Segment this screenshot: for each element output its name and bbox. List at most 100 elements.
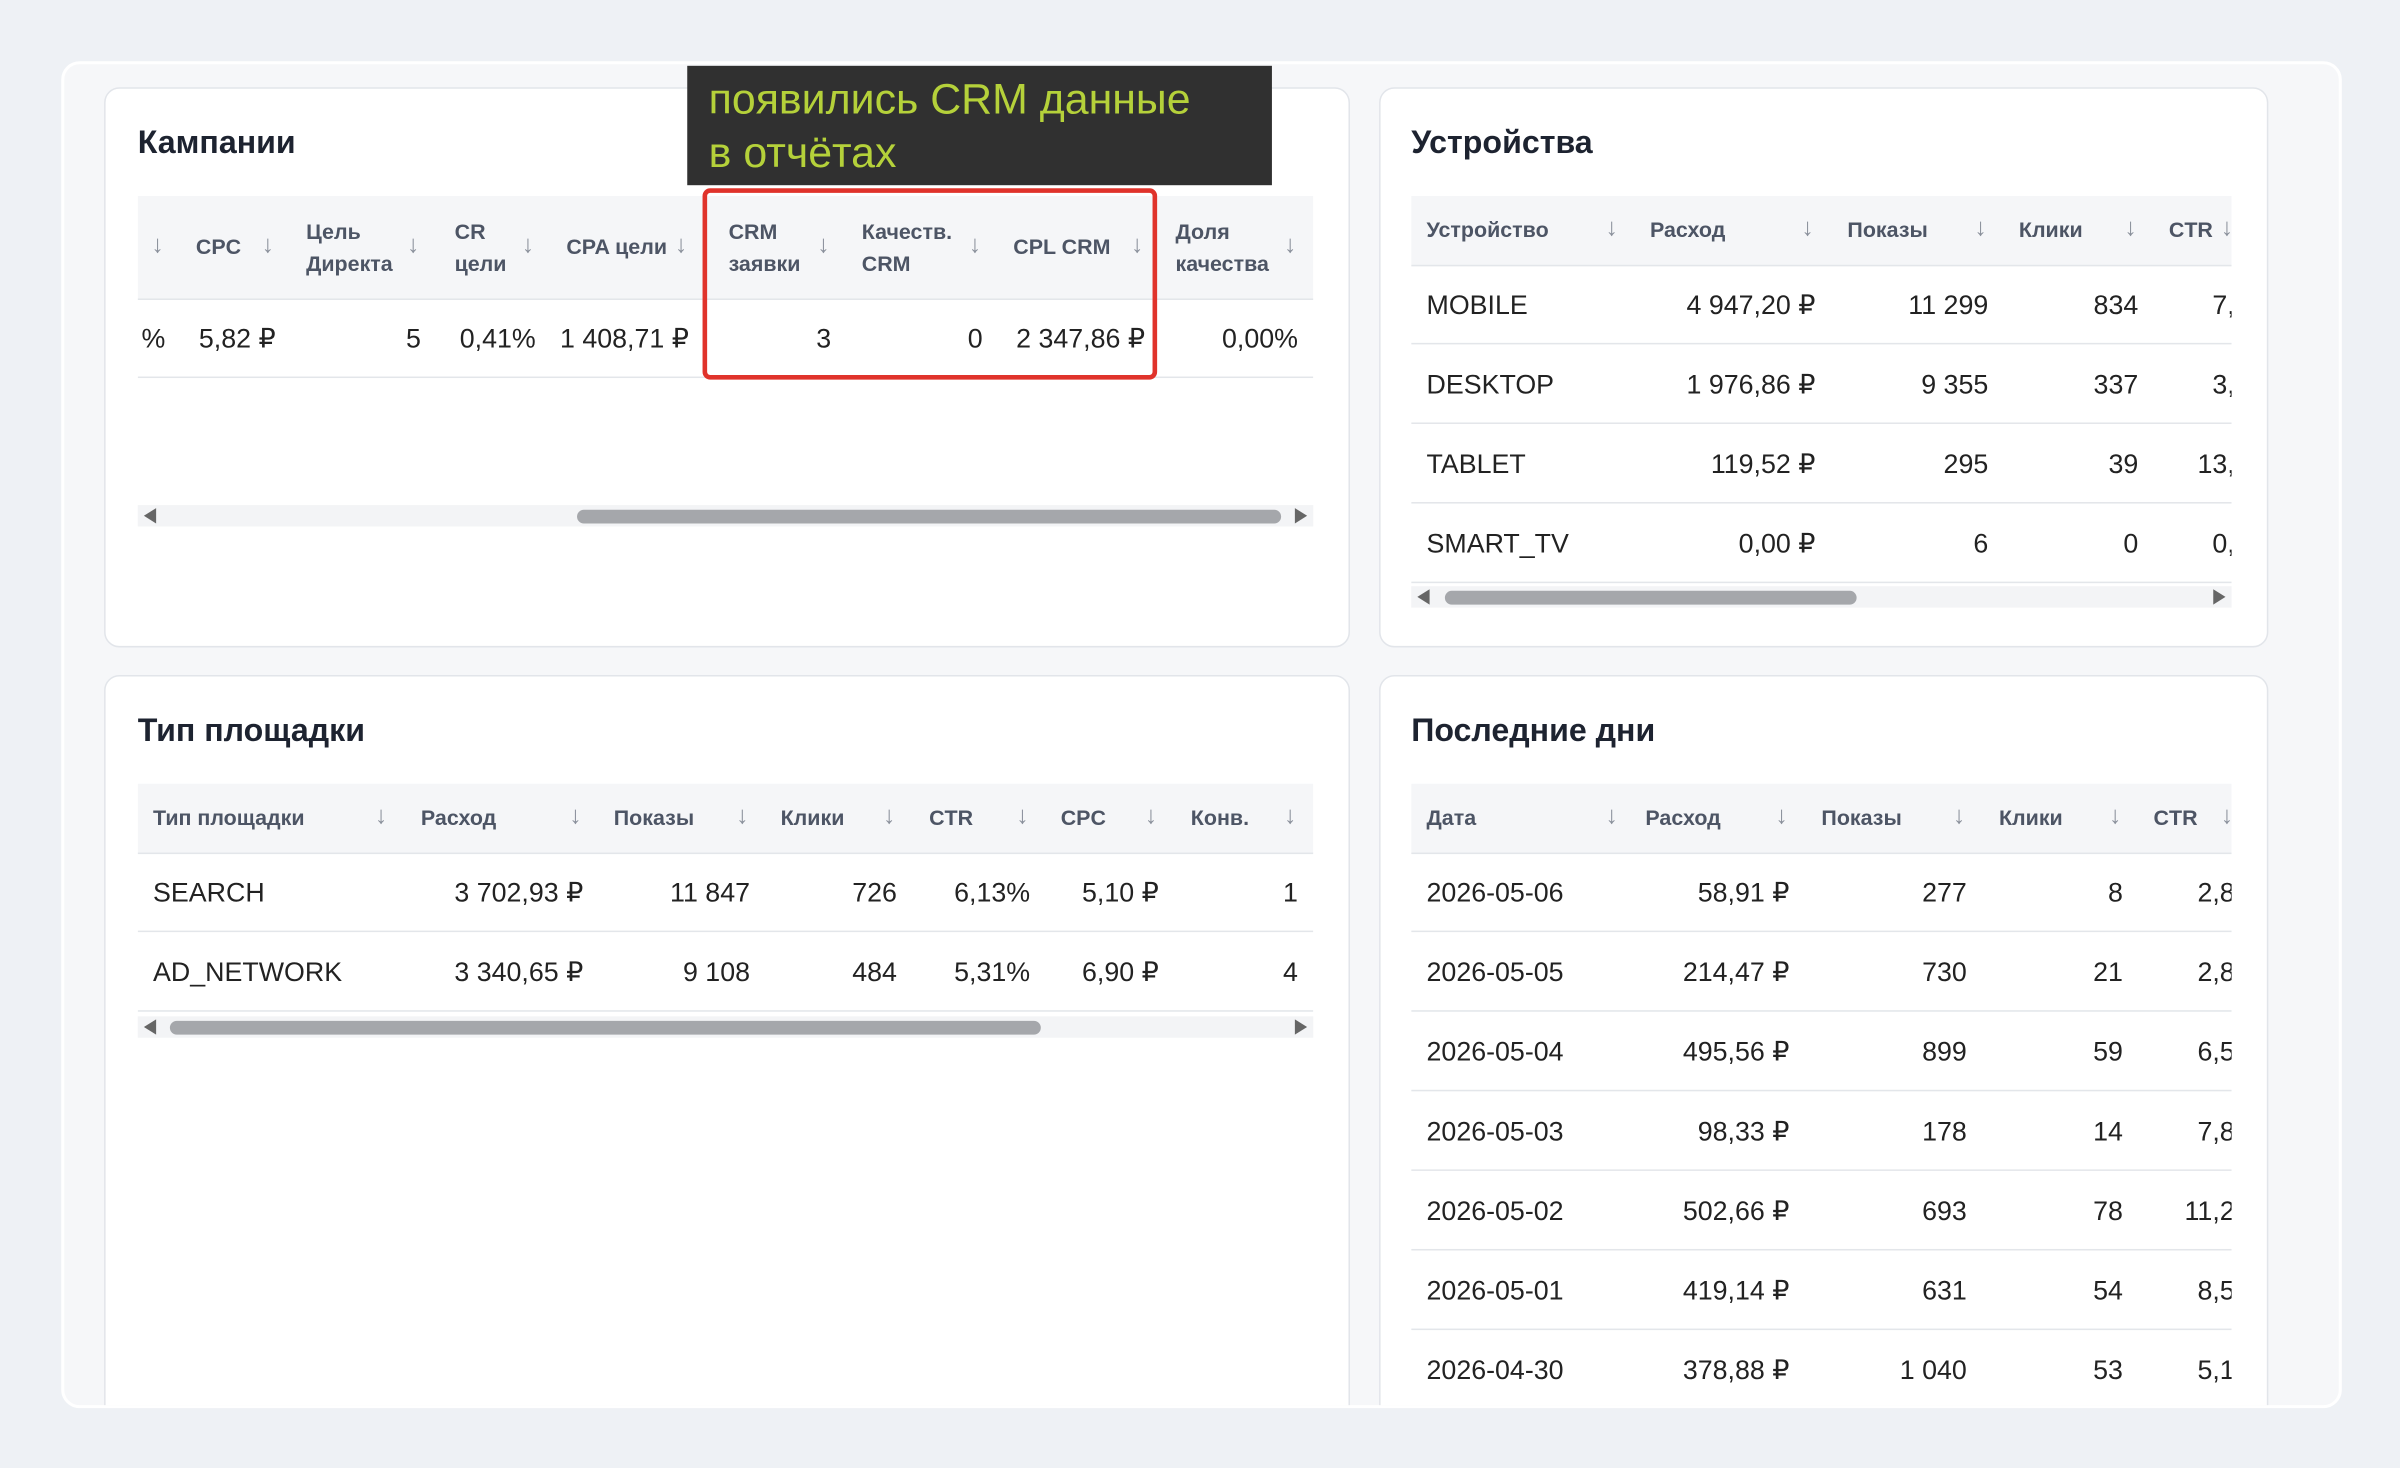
sort-arrow[interactable] [883, 803, 895, 831]
scroll-thumb[interactable] [1444, 590, 1857, 605]
column-header: CPC [195, 234, 242, 259]
table-cell: 54 [2093, 1274, 2123, 1305]
sort-arrow[interactable] [1775, 803, 1787, 831]
scroll-left[interactable] [1417, 589, 1430, 605]
column-header: Доля качества [1175, 218, 1269, 275]
sort-arrow[interactable] [522, 232, 534, 260]
table-header: Дата Расход Показы Клики CTR [1411, 783, 2232, 855]
table-cell: 39 [2108, 447, 2139, 479]
column-header: Конв. [1190, 805, 1250, 830]
table-cell: 9 355 [1921, 368, 1989, 399]
table-cell: 2026-05-02 [1426, 1194, 1564, 1226]
table-cell: 119,52 ₽ [1710, 447, 1816, 479]
table-cell: 1 [1283, 876, 1298, 907]
table-cell: 2026-04-30 [1426, 1353, 1564, 1385]
sort-arrow[interactable] [152, 232, 164, 260]
annotation: появились CRM данные в отчётах [687, 65, 1272, 186]
column-header: Клики [2018, 217, 2083, 242]
table-cell: 7, [2212, 288, 2231, 320]
table-cell: 98,33 ₽ [1697, 1115, 1790, 1146]
scroll-right[interactable] [1294, 508, 1308, 524]
table-cell: DESKTOP [1426, 368, 1555, 399]
table-cell: 3 702,93 ₽ [454, 876, 584, 907]
sort-arrow[interactable] [1606, 215, 1618, 243]
sort-arrow[interactable] [1606, 803, 1618, 831]
table-cell: 2 347,86 ₽ [1016, 322, 1145, 353]
table-cell: 53 [2093, 1353, 2123, 1385]
scroll-right[interactable] [1294, 1019, 1308, 1035]
sort-arrow[interactable] [1016, 803, 1028, 831]
scrollbar[interactable] [1411, 586, 2232, 608]
table-cell: % [141, 322, 166, 353]
table-cell: 78 [2093, 1194, 2123, 1226]
table-cell: 5 [406, 322, 421, 353]
table-cell: 7,8 [2197, 1115, 2232, 1146]
table-header: Тип площадки Расход Показы Клики CTR CPC Конв. [137, 783, 1314, 855]
sort-arrow[interactable] [2109, 803, 2121, 831]
panel [1379, 87, 2269, 648]
table-cell: 834 [2093, 288, 2139, 320]
table-cell: 2,8 [2197, 955, 2232, 987]
sort-arrow[interactable] [1145, 803, 1157, 831]
table-cell: 899 [1922, 1035, 1967, 1067]
scroll-thumb[interactable] [169, 1020, 1041, 1035]
sort-arrow[interactable] [675, 232, 687, 260]
column-header: Качеств. CRM [861, 218, 953, 275]
sort-arrow[interactable] [2221, 803, 2232, 831]
table-cell: 0, [2212, 527, 2231, 558]
table-row: MOBILE 4 947,20 ₽ 11 299 834 7, [1411, 265, 2232, 345]
sort-arrow[interactable] [1284, 803, 1296, 831]
panel-title: Устройства [1411, 125, 1593, 161]
sort-arrow[interactable] [2124, 215, 2136, 243]
table-cell: TABLET [1426, 447, 1526, 479]
panel-title: Тип площадки [137, 713, 365, 749]
sort-arrow[interactable] [407, 232, 419, 260]
table-cell: 277 [1922, 876, 1967, 907]
column-header: Тип площадки [153, 805, 305, 830]
table-cell: 2,8 [2197, 876, 2232, 907]
sort-arrow[interactable] [375, 803, 387, 831]
table-cell: 178 [1922, 1115, 1967, 1146]
table: Устройство Расход Показы Клики CTR MOBILE 4 94… [1411, 195, 2232, 594]
table-cell: 11 847 [670, 876, 750, 907]
column-header: CR цели [454, 218, 507, 275]
sort-arrow[interactable] [262, 232, 274, 260]
sort-arrow[interactable] [736, 803, 748, 831]
table-row: TABLET 119,52 ₽ 295 39 13, [1411, 424, 2232, 504]
table-cell: 484 [852, 955, 897, 987]
sort-arrow[interactable] [569, 803, 581, 831]
dashboard: Кампании CPC Цель Директа CR цели CPA цели CR… [61, 61, 2342, 1409]
table-cell: 58,91 ₽ [1697, 876, 1790, 907]
table-cell: 13, [2197, 447, 2232, 479]
annotation-line: в отчётах [708, 128, 897, 177]
scroll-left[interactable] [143, 508, 157, 524]
panel-title: Кампании [137, 125, 296, 161]
table-cell: 419,14 ₽ [1682, 1274, 1790, 1305]
column-header: CRM заявки [728, 218, 801, 275]
table-cell: 11,2 [2184, 1194, 2232, 1226]
sort-arrow[interactable] [1953, 803, 1965, 831]
sort-arrow[interactable] [1284, 232, 1296, 260]
table-cell: 6,5 [2197, 1035, 2232, 1067]
scrollbar[interactable] [137, 505, 1314, 527]
table-cell: 337 [2093, 368, 2139, 399]
scrollbar[interactable] [137, 1016, 1314, 1038]
table-cell: 3, [2212, 368, 2231, 399]
table-cell: 5,82 ₽ [198, 322, 276, 353]
scroll-left[interactable] [143, 1019, 157, 1035]
column-header: CPA цели [566, 234, 668, 259]
table-cell: 295 [1943, 447, 1989, 479]
column-header: CTR [2168, 217, 2213, 242]
table-cell: 5,31% [954, 955, 1031, 987]
table-cell: SMART_TV [1426, 527, 1569, 558]
sort-arrow[interactable] [1802, 215, 1814, 243]
sort-arrow[interactable] [2221, 215, 2232, 243]
scroll-thumb[interactable] [577, 509, 1282, 524]
sort-arrow[interactable] [1974, 215, 1986, 243]
table-cell: MOBILE [1426, 288, 1528, 320]
table-cell: 21 [2093, 955, 2123, 987]
table-cell: 0 [967, 322, 983, 353]
scroll-right[interactable] [2213, 589, 2226, 605]
